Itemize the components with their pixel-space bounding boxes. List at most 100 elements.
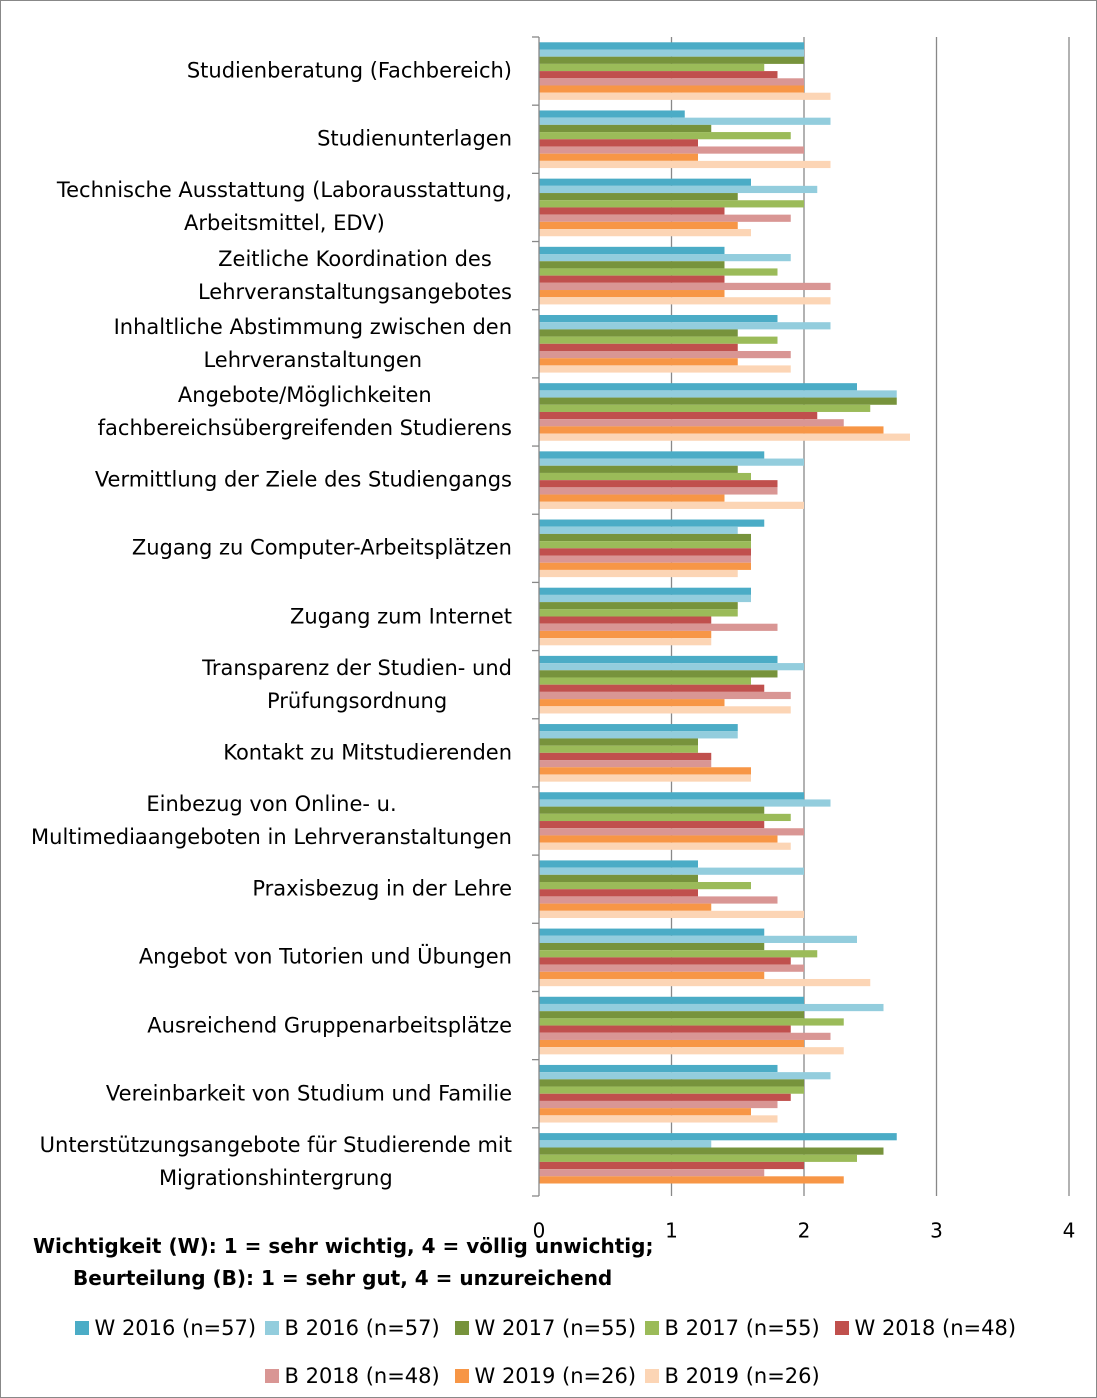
bar [539, 1032, 831, 1040]
bar [539, 1047, 844, 1055]
bar [539, 519, 765, 527]
bar [539, 221, 738, 230]
bar [539, 548, 751, 556]
bar [539, 178, 751, 186]
bar [539, 383, 857, 391]
bar [539, 935, 857, 943]
bar [539, 451, 765, 459]
bar [539, 541, 751, 549]
category-label: Technische Ausstattung (Laborausstattung… [56, 178, 512, 236]
bar [539, 806, 765, 814]
bar [539, 526, 738, 534]
category-label: Vermittlung der Ziele des Studiengangs [94, 467, 512, 492]
legend-item: B 2019 (n=26) [644, 1352, 835, 1397]
bar [539, 928, 765, 936]
x-tick-label: 4 [1063, 1219, 1076, 1243]
bar [539, 419, 844, 427]
bar [539, 92, 831, 100]
bar [539, 1093, 791, 1101]
bar [539, 56, 804, 64]
bar [539, 1147, 884, 1155]
bar [539, 1161, 804, 1170]
category-label: Studienunterlagen [317, 126, 512, 151]
legend-label: W 2017 (n=55) [474, 1316, 637, 1340]
bar [539, 882, 751, 890]
bar [539, 609, 738, 617]
bar [539, 942, 765, 951]
legend-item: B 2016 (n=57) [264, 1304, 455, 1352]
legend: W 2016 (n=57) B 2016 (n=57) W 2017 (n=55) B… [1, 1304, 1096, 1397]
bar [539, 290, 725, 298]
bar [539, 297, 831, 305]
bar [539, 1169, 765, 1177]
legend-swatch [454, 1321, 469, 1335]
legend-item: W 2017 (n=55) [454, 1304, 645, 1352]
bar [539, 426, 884, 434]
bar [539, 139, 698, 147]
bar [539, 329, 738, 337]
bar [539, 684, 765, 692]
bar [539, 903, 712, 911]
bar [539, 1079, 804, 1087]
bar [539, 978, 871, 987]
legend-item: B 2017 (n=55) [644, 1304, 835, 1352]
legend-label: W 2019 (n=26) [474, 1364, 637, 1388]
bar [539, 472, 751, 481]
bar [539, 670, 778, 678]
bar [539, 358, 738, 366]
x-tick-label: 1 [665, 1219, 678, 1243]
bar [539, 1115, 778, 1123]
bar [539, 950, 818, 958]
category-label: Inhaltliche Abstimmung zwischen den Lehr… [113, 314, 512, 372]
bar [539, 799, 831, 807]
category-label: Zugang zu Computer-Arbeitsplätzen [131, 535, 512, 560]
bar [539, 706, 791, 714]
category-label: Angebote/Möglichkeiten fachbereichsüberg… [97, 382, 512, 440]
bar [539, 160, 831, 169]
annotation: Beurteilung (B): 1 = sehr gut, 4 = unzur… [73, 1266, 613, 1290]
x-tick-label: 2 [798, 1219, 811, 1243]
bar [539, 1064, 778, 1073]
legend-label: B 2016 (n=57) [284, 1316, 440, 1340]
bar [539, 1140, 712, 1148]
bar [539, 1025, 791, 1033]
category-label: Zugang zum Internet [289, 604, 512, 628]
bar [539, 638, 712, 646]
bar [539, 494, 725, 502]
bar [539, 146, 804, 154]
bar [539, 910, 804, 919]
bar [539, 85, 804, 93]
bar [539, 63, 765, 72]
bar [539, 699, 725, 707]
bar [539, 268, 778, 276]
bar [539, 314, 778, 323]
bar [539, 193, 738, 201]
bar [539, 874, 698, 883]
x-tick-label: 0 [533, 1219, 546, 1243]
bar [539, 487, 778, 495]
legend-swatch [644, 1369, 659, 1383]
category-label: Praxisbezug in der Lehre [252, 876, 512, 901]
bar [539, 411, 818, 420]
bar [539, 842, 791, 850]
bar [539, 867, 804, 875]
legend-label: B 2019 (n=26) [664, 1364, 820, 1388]
legend-swatch [454, 1369, 469, 1383]
legend-label: B 2017 (n=55) [664, 1316, 820, 1340]
bar [539, 246, 725, 255]
legend-item: W 2018 (n=48) [834, 1304, 1025, 1352]
bar [539, 465, 738, 473]
bar [539, 738, 698, 746]
bar [539, 275, 725, 283]
bar [539, 731, 738, 739]
bar [539, 663, 804, 671]
bar [539, 594, 751, 603]
bar [539, 343, 738, 351]
category-label: Vereinbarkeit von Studium und Familie [105, 1081, 512, 1106]
bar [539, 971, 765, 979]
bar [539, 655, 778, 664]
legend-swatch [834, 1321, 849, 1335]
legend-label: W 2018 (n=48) [854, 1316, 1017, 1340]
